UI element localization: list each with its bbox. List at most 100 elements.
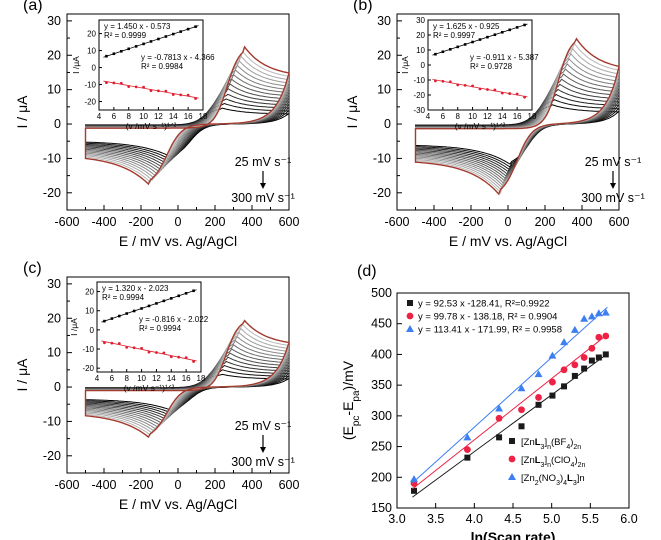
x-tick-label: 400 (242, 478, 263, 492)
inset-anodic-point (186, 27, 190, 31)
inset-cathodic-point (186, 93, 190, 97)
cv-curves (84, 319, 289, 439)
y-tick-label: 20 (47, 311, 61, 325)
cv-scan-curve (414, 37, 619, 196)
inset-plot: 4 6 8 10 12 14 16 18 -20 -10 0 10 20 (v /mV s⁻¹)¹ᐟ² I … (71, 19, 215, 131)
cv-panel-a: (a)-600 -400 -200 0 200 400 600-20-100102030E … (14, 0, 299, 249)
y-tick-label: 20 (377, 48, 391, 62)
inset-anodic-point (147, 304, 151, 308)
series-legend-label-part: ] (544, 455, 547, 466)
data-point (518, 406, 525, 414)
data-point (602, 351, 609, 358)
inset-cathodic-point (147, 350, 151, 354)
data-point (496, 434, 503, 441)
y-tick-label: 400 (371, 347, 392, 361)
y-tick-label: 10 (377, 83, 391, 97)
x-axis-label: ln(Scan rate) (471, 529, 556, 540)
series-legend-label-part: 3 (573, 480, 577, 487)
inset-anodic-r2: R² = 0.9999 (104, 31, 147, 40)
series-legend-label-part: 3 (541, 462, 545, 469)
x-tick-label: -600 (384, 215, 409, 229)
fit-line (412, 306, 608, 484)
series-legend-label: [ZnL3]n(BF4)2n (521, 437, 581, 451)
series-legend-label-part: [Zn (521, 473, 535, 484)
inset-x-tick-label: 4 (97, 112, 102, 121)
cv-panel-b: (b)-600 -400 -200 0 200 400 600-20-100102030E … (344, 0, 645, 249)
inset-x-axis-label: (v /mV s⁻¹)¹ᐟ² (124, 383, 175, 393)
data-point (535, 401, 542, 408)
inset-cathodic-point (127, 85, 131, 88)
inset-anodic-fit-equation: y = 1.320 x - 2.023 (102, 284, 169, 293)
series-legend-label-part: ] (544, 437, 547, 448)
cv-scan-curve (84, 45, 289, 186)
y-tick-label: 10 (47, 346, 61, 360)
x-tick-label: -200 (128, 215, 153, 229)
series-legend-label-part: (NO (539, 473, 556, 484)
x-tick-label: 4.5 (504, 512, 521, 526)
inset-anodic-point (142, 42, 145, 46)
data-point (463, 446, 471, 454)
x-axis-label-rest: (Scan rate) (483, 529, 555, 540)
scan-rate-arrowhead (610, 183, 616, 189)
inset-cathodic-point (119, 81, 123, 85)
inset-cathodic-point (456, 83, 460, 87)
inset-cathodic-point (523, 95, 526, 99)
x-tick-label: -400 (421, 215, 446, 229)
data-point (580, 314, 589, 322)
data-point (580, 354, 588, 361)
y-tick-label: 350 (371, 378, 392, 392)
y-axis-label: (Epc-Epa)/mV (340, 360, 362, 440)
inset-x-tick-label: 14 (167, 374, 176, 383)
inset-anodic-point (117, 314, 121, 318)
data-point (464, 454, 471, 461)
inset-x-axis-label: (v /mV s⁻¹)¹ᐟ² (455, 121, 506, 131)
series-legend-marker (508, 455, 516, 463)
series-legend-label-part: 2n (578, 462, 586, 469)
inset-y-tick-label: 10 (85, 307, 94, 316)
x-tick-label: 600 (279, 215, 300, 229)
cv-scan-curve (84, 319, 289, 439)
inset-x-tick-label: 12 (154, 112, 163, 121)
inset-cathodic-point (157, 89, 160, 93)
inset-cathodic-point (508, 92, 512, 95)
inset-x-tick-label: 6 (110, 374, 115, 383)
inset-cathodic-point (171, 93, 175, 96)
inset-anodic-point (177, 294, 181, 298)
data-point (595, 354, 602, 361)
inset-y-tick-label: 30 (416, 16, 425, 25)
data-point (517, 384, 526, 392)
inset-x-tick-label: 16 (184, 112, 193, 121)
series-legend-label-part: 2n (573, 444, 581, 451)
inset-cathodic-point (441, 79, 445, 83)
inset-y-tick-label: 20 (85, 288, 94, 297)
x-tick-label: 0 (175, 215, 182, 229)
x-tick-label: 0 (175, 478, 182, 492)
inset-plot: 4 6 8 10 12 14 16 18 -30 -20 -10 0 10 20 30 (v /mV s⁻¹)… (400, 16, 539, 131)
y-axis-label-part: (E (340, 426, 356, 440)
inset-cathodic-point (493, 88, 497, 92)
inset-x-tick-label: 18 (199, 112, 208, 121)
y-tick-label: 10 (47, 83, 61, 97)
fit-equation-text: y = 99.78 x - 138.18, R² = 0.9904 (418, 312, 557, 323)
series-legend-label-part: 4 (563, 480, 567, 487)
inset-cathodic-point (142, 85, 145, 89)
x-tick-label: 200 (205, 478, 226, 492)
panel-label: (a) (23, 0, 43, 14)
y-tick-label: -20 (43, 449, 61, 463)
inset-cathodic-point (471, 84, 474, 88)
inset-anodic-point (103, 319, 106, 323)
inset-y-tick-label: 20 (87, 30, 96, 39)
data-point (587, 312, 596, 320)
inset-x-axis-label: (v /mV s⁻¹)¹ᐟ² (126, 121, 177, 131)
fit-legend-marker (406, 325, 414, 332)
inset-anodic-point (119, 49, 123, 53)
inset-anodic-r2: R² = 0.9994 (102, 293, 145, 302)
panel-label: (b) (353, 0, 373, 14)
y-axis-label: I / μA (14, 95, 30, 129)
scan-rate-end-label: 300 mV s⁻¹ (581, 191, 645, 205)
series-legend-label-part: (ClO (551, 455, 571, 466)
inset-x-tick-label: 8 (124, 374, 129, 383)
series-legend-label-part: n (547, 444, 551, 451)
data-point (602, 332, 610, 340)
